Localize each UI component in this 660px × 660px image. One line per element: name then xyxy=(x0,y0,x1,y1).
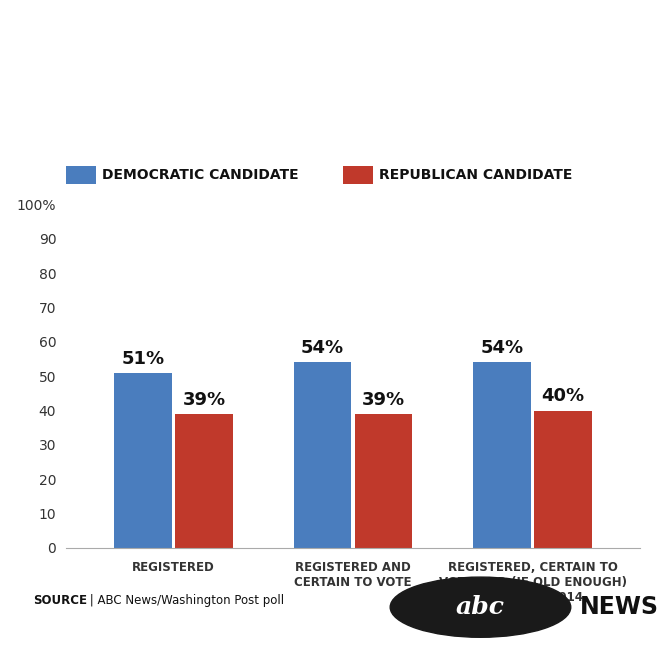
Text: 39%: 39% xyxy=(183,391,226,409)
Bar xyxy=(535,411,592,548)
Text: 39%: 39% xyxy=(362,391,405,409)
Text: abc: abc xyxy=(456,595,505,619)
Text: VOTE PREFERENCE: VOTE PREFERENCE xyxy=(110,88,550,130)
Bar xyxy=(66,166,96,184)
Bar xyxy=(176,414,233,548)
Text: DEMOCRATIC CANDIDATE: DEMOCRATIC CANDIDATE xyxy=(102,168,299,182)
Bar xyxy=(343,166,373,184)
Text: REPUBLICAN CANDIDATE: REPUBLICAN CANDIDATE xyxy=(379,168,573,182)
Text: 54%: 54% xyxy=(480,339,523,357)
Bar xyxy=(114,373,172,548)
Text: NEWS: NEWS xyxy=(580,595,659,619)
Bar xyxy=(355,414,412,548)
Text: 51%: 51% xyxy=(121,350,165,368)
Text: 2018 MIDTERM ELECTION: 2018 MIDTERM ELECTION xyxy=(32,32,628,74)
Bar xyxy=(473,362,531,548)
Text: SOURCE: SOURCE xyxy=(33,594,87,607)
Text: 40%: 40% xyxy=(541,387,585,405)
Circle shape xyxy=(390,577,571,638)
Text: | ABC News/Washington Post poll: | ABC News/Washington Post poll xyxy=(86,594,284,607)
Bar xyxy=(294,362,351,548)
Text: 54%: 54% xyxy=(301,339,344,357)
